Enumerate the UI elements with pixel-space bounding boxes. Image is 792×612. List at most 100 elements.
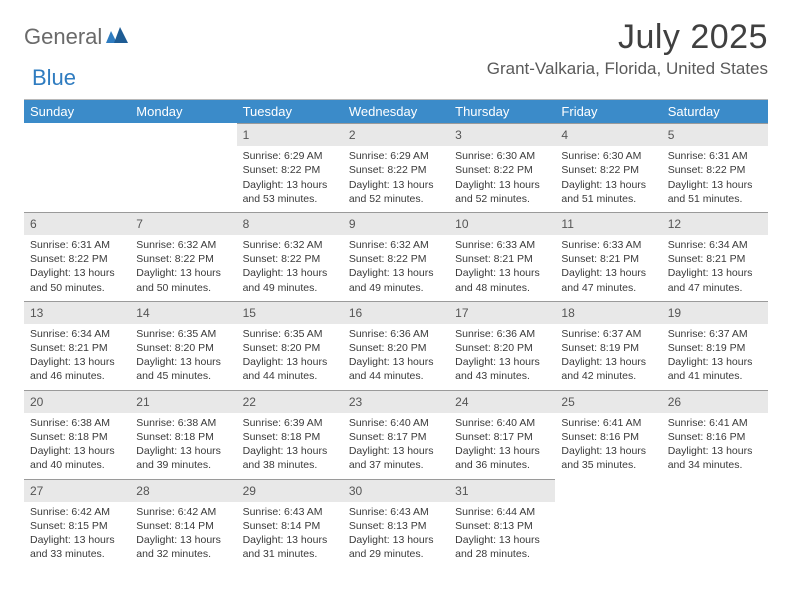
day-body: Sunrise: 6:41 AMSunset: 8:16 PMDaylight:…	[555, 413, 661, 479]
day-cell: 15Sunrise: 6:35 AMSunset: 8:20 PMDayligh…	[237, 301, 343, 390]
day-body: Sunrise: 6:41 AMSunset: 8:16 PMDaylight:…	[662, 413, 768, 479]
logo-word-1: General	[24, 24, 102, 50]
logo-mark-icon	[106, 27, 128, 48]
empty-cell	[24, 123, 130, 212]
day-cell: 20Sunrise: 6:38 AMSunset: 8:18 PMDayligh…	[24, 390, 130, 479]
day-body: Sunrise: 6:35 AMSunset: 8:20 PMDaylight:…	[237, 324, 343, 390]
day-cell: 11Sunrise: 6:33 AMSunset: 8:21 PMDayligh…	[555, 212, 661, 301]
title-block: July 2025 Grant-Valkaria, Florida, Unite…	[487, 18, 768, 79]
day-cell: 3Sunrise: 6:30 AMSunset: 8:22 PMDaylight…	[449, 123, 555, 212]
day-cell: 28Sunrise: 6:42 AMSunset: 8:14 PMDayligh…	[130, 479, 236, 568]
logo-word-2: Blue	[32, 65, 76, 91]
day-body: Sunrise: 6:36 AMSunset: 8:20 PMDaylight:…	[449, 324, 555, 390]
day-body: Sunrise: 6:32 AMSunset: 8:22 PMDaylight:…	[343, 235, 449, 301]
day-number: 20	[24, 390, 130, 413]
day-cell: 13Sunrise: 6:34 AMSunset: 8:21 PMDayligh…	[24, 301, 130, 390]
weekday-header: Sunday	[24, 100, 130, 123]
day-number: 18	[555, 301, 661, 324]
day-cell: 4Sunrise: 6:30 AMSunset: 8:22 PMDaylight…	[555, 123, 661, 212]
day-body: Sunrise: 6:32 AMSunset: 8:22 PMDaylight:…	[237, 235, 343, 301]
day-number: 10	[449, 212, 555, 235]
month-title: July 2025	[487, 18, 768, 57]
location-text: Grant-Valkaria, Florida, United States	[487, 59, 768, 79]
day-number: 12	[662, 212, 768, 235]
day-cell: 1Sunrise: 6:29 AMSunset: 8:22 PMDaylight…	[237, 123, 343, 212]
day-number: 28	[130, 479, 236, 502]
day-number: 13	[24, 301, 130, 324]
day-number: 3	[449, 123, 555, 146]
day-number: 25	[555, 390, 661, 413]
day-cell: 21Sunrise: 6:38 AMSunset: 8:18 PMDayligh…	[130, 390, 236, 479]
day-number: 4	[555, 123, 661, 146]
day-body: Sunrise: 6:43 AMSunset: 8:14 PMDaylight:…	[237, 502, 343, 568]
day-body: Sunrise: 6:38 AMSunset: 8:18 PMDaylight:…	[24, 413, 130, 479]
day-number: 23	[343, 390, 449, 413]
day-cell: 12Sunrise: 6:34 AMSunset: 8:21 PMDayligh…	[662, 212, 768, 301]
day-cell: 25Sunrise: 6:41 AMSunset: 8:16 PMDayligh…	[555, 390, 661, 479]
day-cell: 6Sunrise: 6:31 AMSunset: 8:22 PMDaylight…	[24, 212, 130, 301]
day-cell: 24Sunrise: 6:40 AMSunset: 8:17 PMDayligh…	[449, 390, 555, 479]
day-body: Sunrise: 6:33 AMSunset: 8:21 PMDaylight:…	[555, 235, 661, 301]
day-body: Sunrise: 6:39 AMSunset: 8:18 PMDaylight:…	[237, 413, 343, 479]
day-cell: 31Sunrise: 6:44 AMSunset: 8:13 PMDayligh…	[449, 479, 555, 568]
day-body: Sunrise: 6:32 AMSunset: 8:22 PMDaylight:…	[130, 235, 236, 301]
day-body: Sunrise: 6:34 AMSunset: 8:21 PMDaylight:…	[24, 324, 130, 390]
day-cell: 2Sunrise: 6:29 AMSunset: 8:22 PMDaylight…	[343, 123, 449, 212]
weekday-header: Wednesday	[343, 100, 449, 123]
weekday-header: Thursday	[449, 100, 555, 123]
day-cell: 9Sunrise: 6:32 AMSunset: 8:22 PMDaylight…	[343, 212, 449, 301]
day-body: Sunrise: 6:30 AMSunset: 8:22 PMDaylight:…	[449, 146, 555, 212]
day-number: 11	[555, 212, 661, 235]
day-cell: 23Sunrise: 6:40 AMSunset: 8:17 PMDayligh…	[343, 390, 449, 479]
day-number: 15	[237, 301, 343, 324]
day-cell: 8Sunrise: 6:32 AMSunset: 8:22 PMDaylight…	[237, 212, 343, 301]
day-number: 30	[343, 479, 449, 502]
day-cell: 10Sunrise: 6:33 AMSunset: 8:21 PMDayligh…	[449, 212, 555, 301]
day-number: 29	[237, 479, 343, 502]
day-body: Sunrise: 6:29 AMSunset: 8:22 PMDaylight:…	[343, 146, 449, 212]
day-body: Sunrise: 6:34 AMSunset: 8:21 PMDaylight:…	[662, 235, 768, 301]
day-cell: 16Sunrise: 6:36 AMSunset: 8:20 PMDayligh…	[343, 301, 449, 390]
day-number: 26	[662, 390, 768, 413]
day-number: 24	[449, 390, 555, 413]
day-number: 17	[449, 301, 555, 324]
day-number: 8	[237, 212, 343, 235]
weekday-header: Monday	[130, 100, 236, 123]
day-number: 19	[662, 301, 768, 324]
weekday-header: Saturday	[662, 100, 768, 123]
day-body: Sunrise: 6:38 AMSunset: 8:18 PMDaylight:…	[130, 413, 236, 479]
day-number: 9	[343, 212, 449, 235]
day-number: 21	[130, 390, 236, 413]
day-cell: 7Sunrise: 6:32 AMSunset: 8:22 PMDaylight…	[130, 212, 236, 301]
calendar-grid: SundayMondayTuesdayWednesdayThursdayFrid…	[24, 99, 768, 567]
day-body: Sunrise: 6:42 AMSunset: 8:15 PMDaylight:…	[24, 502, 130, 568]
day-number: 16	[343, 301, 449, 324]
weekday-header: Friday	[555, 100, 661, 123]
day-cell: 27Sunrise: 6:42 AMSunset: 8:15 PMDayligh…	[24, 479, 130, 568]
day-body: Sunrise: 6:42 AMSunset: 8:14 PMDaylight:…	[130, 502, 236, 568]
day-body: Sunrise: 6:43 AMSunset: 8:13 PMDaylight:…	[343, 502, 449, 568]
day-body: Sunrise: 6:33 AMSunset: 8:21 PMDaylight:…	[449, 235, 555, 301]
day-number: 1	[237, 123, 343, 146]
day-cell: 19Sunrise: 6:37 AMSunset: 8:19 PMDayligh…	[662, 301, 768, 390]
day-body: Sunrise: 6:44 AMSunset: 8:13 PMDaylight:…	[449, 502, 555, 568]
day-body: Sunrise: 6:40 AMSunset: 8:17 PMDaylight:…	[343, 413, 449, 479]
day-cell: 18Sunrise: 6:37 AMSunset: 8:19 PMDayligh…	[555, 301, 661, 390]
day-cell: 22Sunrise: 6:39 AMSunset: 8:18 PMDayligh…	[237, 390, 343, 479]
day-body: Sunrise: 6:30 AMSunset: 8:22 PMDaylight:…	[555, 146, 661, 212]
day-body: Sunrise: 6:37 AMSunset: 8:19 PMDaylight:…	[662, 324, 768, 390]
day-number: 6	[24, 212, 130, 235]
day-body: Sunrise: 6:31 AMSunset: 8:22 PMDaylight:…	[662, 146, 768, 212]
day-cell: 26Sunrise: 6:41 AMSunset: 8:16 PMDayligh…	[662, 390, 768, 479]
day-body: Sunrise: 6:35 AMSunset: 8:20 PMDaylight:…	[130, 324, 236, 390]
logo: General	[24, 18, 130, 50]
day-body: Sunrise: 6:40 AMSunset: 8:17 PMDaylight:…	[449, 413, 555, 479]
day-number: 7	[130, 212, 236, 235]
day-number: 14	[130, 301, 236, 324]
weekday-header: Tuesday	[237, 100, 343, 123]
day-number: 31	[449, 479, 555, 502]
day-body: Sunrise: 6:36 AMSunset: 8:20 PMDaylight:…	[343, 324, 449, 390]
day-cell: 14Sunrise: 6:35 AMSunset: 8:20 PMDayligh…	[130, 301, 236, 390]
day-number: 5	[662, 123, 768, 146]
day-number: 2	[343, 123, 449, 146]
